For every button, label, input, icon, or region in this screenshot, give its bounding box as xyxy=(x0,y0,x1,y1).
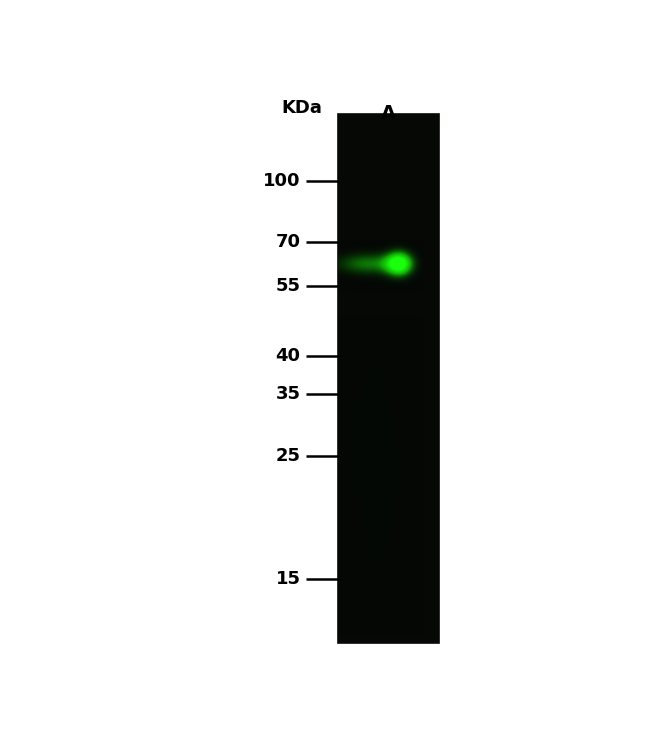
Text: KDa: KDa xyxy=(281,99,322,117)
Text: A: A xyxy=(381,104,396,123)
Text: 35: 35 xyxy=(276,386,300,404)
Text: 25: 25 xyxy=(276,447,300,465)
Text: 40: 40 xyxy=(276,346,300,364)
Text: 70: 70 xyxy=(276,233,300,251)
Bar xyxy=(337,113,439,643)
Text: 15: 15 xyxy=(276,570,300,588)
Text: 100: 100 xyxy=(263,172,300,190)
Text: 55: 55 xyxy=(276,278,300,296)
